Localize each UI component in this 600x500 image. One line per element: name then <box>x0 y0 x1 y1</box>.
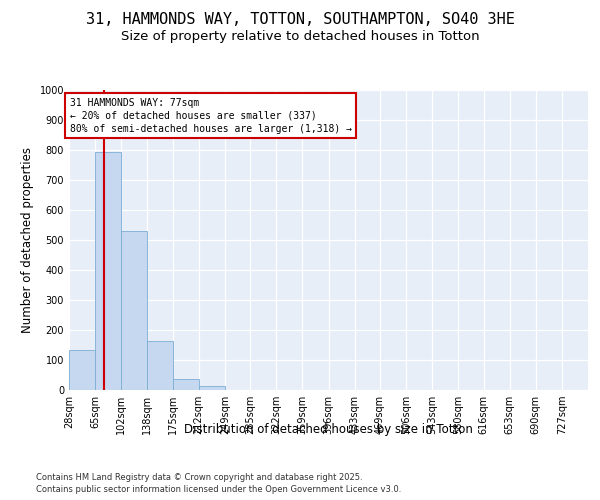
Bar <box>95 152 121 390</box>
Bar <box>69 350 95 390</box>
Text: 31, HAMMONDS WAY, TOTTON, SOUTHAMPTON, SO40 3HE: 31, HAMMONDS WAY, TOTTON, SOUTHAMPTON, S… <box>86 12 514 28</box>
Bar <box>121 231 147 390</box>
Bar <box>146 342 173 390</box>
Text: Distribution of detached houses by size in Totton: Distribution of detached houses by size … <box>184 422 473 436</box>
Text: 31 HAMMONDS WAY: 77sqm
← 20% of detached houses are smaller (337)
80% of semi-de: 31 HAMMONDS WAY: 77sqm ← 20% of detached… <box>70 98 352 134</box>
Text: Contains HM Land Registry data © Crown copyright and database right 2025.: Contains HM Land Registry data © Crown c… <box>36 472 362 482</box>
Y-axis label: Number of detached properties: Number of detached properties <box>21 147 34 333</box>
Bar <box>199 386 225 390</box>
Text: Contains public sector information licensed under the Open Government Licence v3: Contains public sector information licen… <box>36 485 401 494</box>
Bar <box>173 379 199 390</box>
Text: Size of property relative to detached houses in Totton: Size of property relative to detached ho… <box>121 30 479 43</box>
